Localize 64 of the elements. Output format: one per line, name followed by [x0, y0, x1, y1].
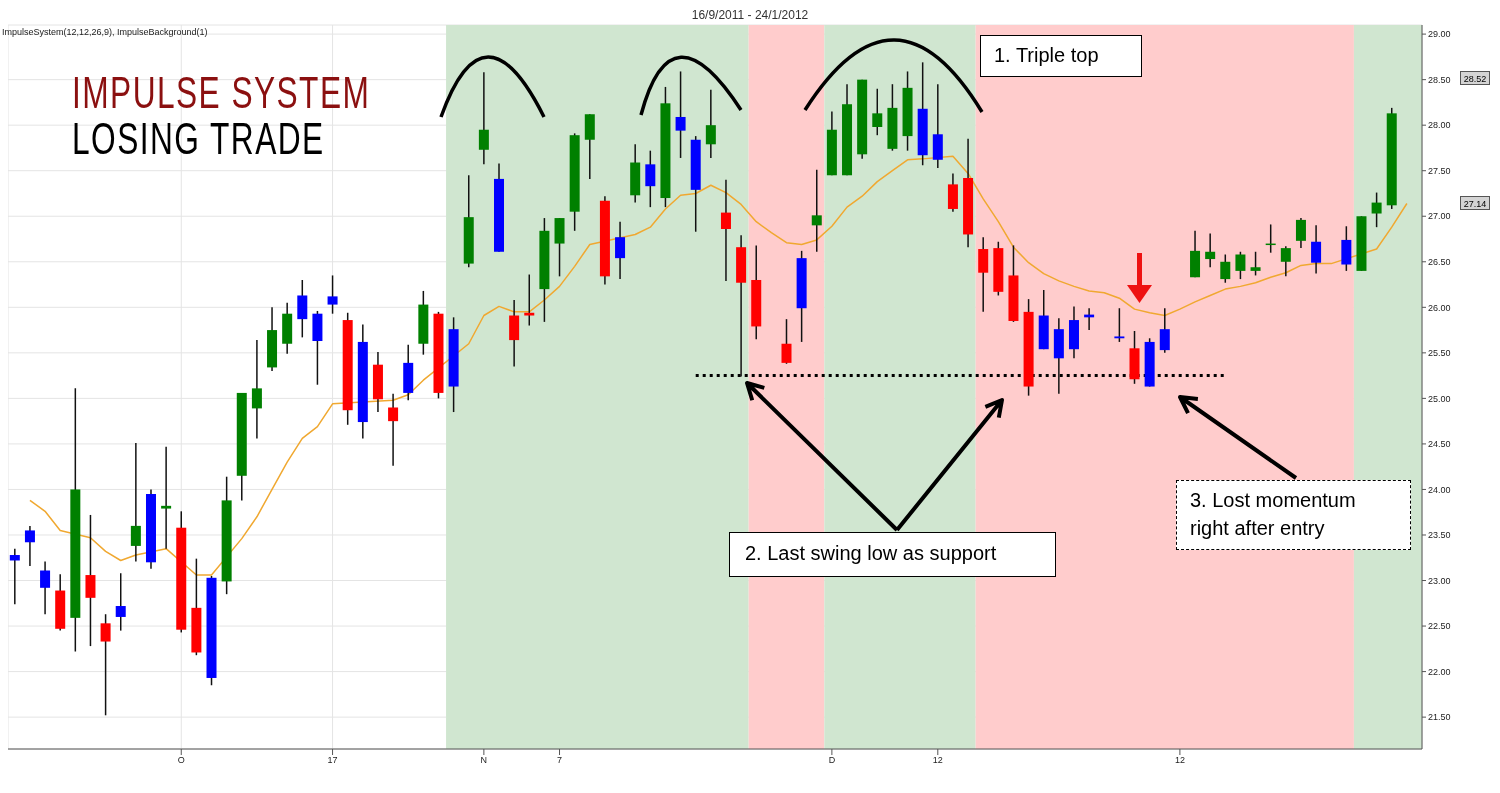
annotation: 1. Triple top	[994, 44, 1099, 67]
x-tick-label: 12	[1174, 755, 1185, 766]
text: 16/9/2011 - 24/1/2012	[690, 8, 810, 22]
candlestick	[130, 442, 141, 563]
candlestick	[388, 393, 399, 467]
y-tick-label: 25.00	[1428, 393, 1451, 404]
x-tick-label: D	[828, 755, 836, 766]
annotation: ImpulseSystem(12,12,26,9), ImpulseBackground(1)	[2, 27, 208, 37]
x-tick-label: O	[177, 755, 185, 766]
candlestick	[1159, 307, 1170, 354]
candlestick	[811, 169, 822, 253]
candlestick	[978, 236, 989, 313]
candlestick	[1235, 251, 1246, 280]
candlestick	[1220, 253, 1231, 284]
candlestick	[297, 279, 308, 339]
candlestick	[1311, 224, 1322, 275]
annotation: 3. Lost momentum right after entry	[1190, 488, 1357, 541]
y-tick-label: 27.00	[1428, 211, 1451, 222]
candlestick	[9, 547, 20, 605]
y-tick-label: 25.50	[1428, 348, 1451, 359]
candlestick	[100, 613, 111, 717]
y-tick-label: 28.50	[1428, 74, 1451, 85]
candlestick	[781, 318, 792, 365]
x-tick-label: N	[480, 755, 488, 766]
x-tick-label: 12	[932, 755, 943, 766]
candlestick	[24, 525, 35, 567]
y-tick-label: 24.50	[1428, 439, 1451, 450]
candlestick	[1205, 232, 1216, 268]
candlestick	[872, 88, 883, 136]
y-tick-label: 24.00	[1428, 484, 1451, 495]
y-tick-label: 29.00	[1428, 29, 1451, 40]
line-series	[29, 155, 1408, 576]
candlestick	[1114, 307, 1125, 343]
candlestick	[115, 572, 126, 632]
candlestick	[705, 88, 716, 159]
y-tick-label: 22.00	[1428, 666, 1451, 677]
candlestick	[1250, 251, 1261, 277]
candlestick	[251, 339, 262, 440]
candlestick	[524, 273, 535, 327]
candlestick	[478, 71, 489, 166]
candlestick	[327, 274, 338, 315]
y-tick-label: 23.00	[1428, 575, 1451, 586]
y-tick-label: 21.50	[1428, 712, 1451, 723]
candlestick	[720, 179, 731, 282]
text: 27.14	[1460, 196, 1490, 210]
x-tick-label: 17	[327, 755, 338, 766]
candlestick	[40, 560, 51, 615]
candlestick	[1371, 191, 1382, 228]
candlestick	[161, 445, 172, 550]
candlestick	[675, 70, 686, 159]
candlestick	[645, 149, 656, 208]
y-tick-label: 26.00	[1428, 302, 1451, 313]
y-tick-label: 22.50	[1428, 621, 1451, 632]
annotation: 2. Last swing low as support	[745, 542, 997, 565]
x-tick-label: 7	[557, 755, 563, 766]
candlestick	[615, 220, 626, 280]
y-tick-label: 23.50	[1428, 530, 1451, 541]
y-tick-label: 28.00	[1428, 120, 1451, 131]
y-tick-label: 26.50	[1428, 256, 1451, 267]
y-tick-label: 27.50	[1428, 165, 1451, 176]
text: 28.52	[1460, 71, 1490, 85]
candlestick	[1295, 217, 1306, 249]
candlestick	[1280, 245, 1291, 278]
candlestick	[85, 514, 96, 647]
